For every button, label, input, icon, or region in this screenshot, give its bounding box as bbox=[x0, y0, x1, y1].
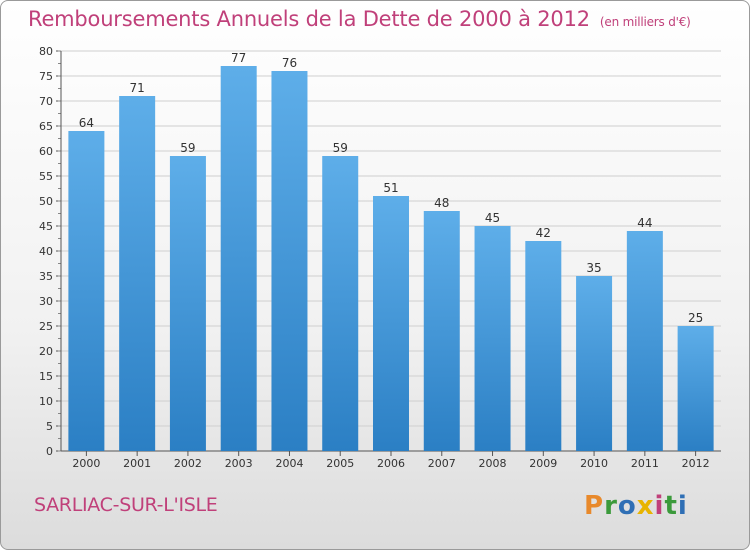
y-tick-label: 5 bbox=[46, 420, 53, 433]
y-tick-label: 35 bbox=[39, 270, 53, 283]
x-tick-label: 2007 bbox=[428, 457, 456, 470]
bar-value-label: 25 bbox=[688, 311, 703, 325]
logo-letter: o bbox=[617, 491, 637, 521]
logo-letter: r bbox=[604, 491, 618, 521]
logo-letter: P bbox=[584, 491, 605, 521]
bar bbox=[525, 241, 562, 451]
y-tick-label: 15 bbox=[39, 370, 53, 383]
y-tick-label: 20 bbox=[39, 345, 53, 358]
y-tick-label: 50 bbox=[39, 195, 53, 208]
y-tick-label: 45 bbox=[39, 220, 53, 233]
bar bbox=[474, 226, 511, 451]
y-tick-label: 55 bbox=[39, 170, 53, 183]
bar-value-label: 59 bbox=[333, 141, 348, 155]
x-tick-label: 2012 bbox=[682, 457, 710, 470]
x-tick-label: 2006 bbox=[377, 457, 405, 470]
logo-letter: x bbox=[636, 491, 655, 521]
bar-value-label: 45 bbox=[485, 211, 500, 225]
x-tick-label: 2011 bbox=[631, 457, 659, 470]
logo-letter: i bbox=[677, 491, 688, 521]
y-tick-label: 40 bbox=[39, 245, 53, 258]
bar bbox=[68, 131, 105, 451]
commune-name: SARLIAC-SUR-L'ISLE bbox=[34, 494, 218, 516]
bar bbox=[626, 231, 663, 451]
bar bbox=[322, 156, 359, 451]
bar-value-label: 71 bbox=[130, 81, 145, 95]
y-tick-label: 60 bbox=[39, 145, 53, 158]
bar-value-label: 48 bbox=[434, 196, 449, 210]
bar-value-label: 59 bbox=[180, 141, 195, 155]
bar-value-label: 35 bbox=[586, 261, 601, 275]
x-tick-label: 2004 bbox=[275, 457, 303, 470]
bar bbox=[220, 66, 257, 451]
bar bbox=[373, 196, 409, 451]
bar-value-label: 77 bbox=[231, 51, 246, 65]
y-tick-label: 30 bbox=[39, 295, 53, 308]
bar bbox=[119, 96, 156, 451]
chart-title: Remboursements Annuels de la Dette de 20… bbox=[28, 7, 691, 31]
proxiti-logo: Proxiti bbox=[584, 491, 688, 521]
y-tick-label: 65 bbox=[39, 120, 53, 133]
x-tick-label: 2010 bbox=[580, 457, 608, 470]
bar-value-label: 42 bbox=[536, 226, 551, 240]
bar bbox=[423, 211, 460, 451]
bar-value-label: 76 bbox=[282, 56, 297, 70]
bar bbox=[677, 326, 714, 451]
x-tick-label: 2000 bbox=[72, 457, 100, 470]
y-tick-label: 25 bbox=[39, 320, 53, 333]
x-tick-label: 2003 bbox=[225, 457, 253, 470]
title-text: Remboursements Annuels de la Dette de 20… bbox=[28, 7, 590, 31]
y-tick-label: 10 bbox=[39, 395, 53, 408]
logo-letter: t bbox=[664, 491, 678, 521]
x-tick-label: 2009 bbox=[529, 457, 557, 470]
bar-value-label: 64 bbox=[79, 116, 94, 130]
bar-value-label: 51 bbox=[383, 181, 398, 195]
bar bbox=[576, 276, 613, 451]
bar bbox=[271, 71, 308, 451]
y-tick-label: 80 bbox=[39, 45, 53, 58]
y-tick-label: 75 bbox=[39, 70, 53, 83]
logo-letter: i bbox=[654, 491, 665, 521]
x-tick-label: 2002 bbox=[174, 457, 202, 470]
y-tick-label: 0 bbox=[46, 445, 53, 458]
unit-label: (en milliers d'€) bbox=[599, 15, 691, 29]
x-tick-label: 2005 bbox=[326, 457, 354, 470]
y-tick-label: 70 bbox=[39, 95, 53, 108]
bar-value-label: 44 bbox=[637, 216, 652, 230]
x-tick-label: 2008 bbox=[479, 457, 507, 470]
bar bbox=[169, 156, 206, 451]
x-tick-label: 2001 bbox=[123, 457, 151, 470]
